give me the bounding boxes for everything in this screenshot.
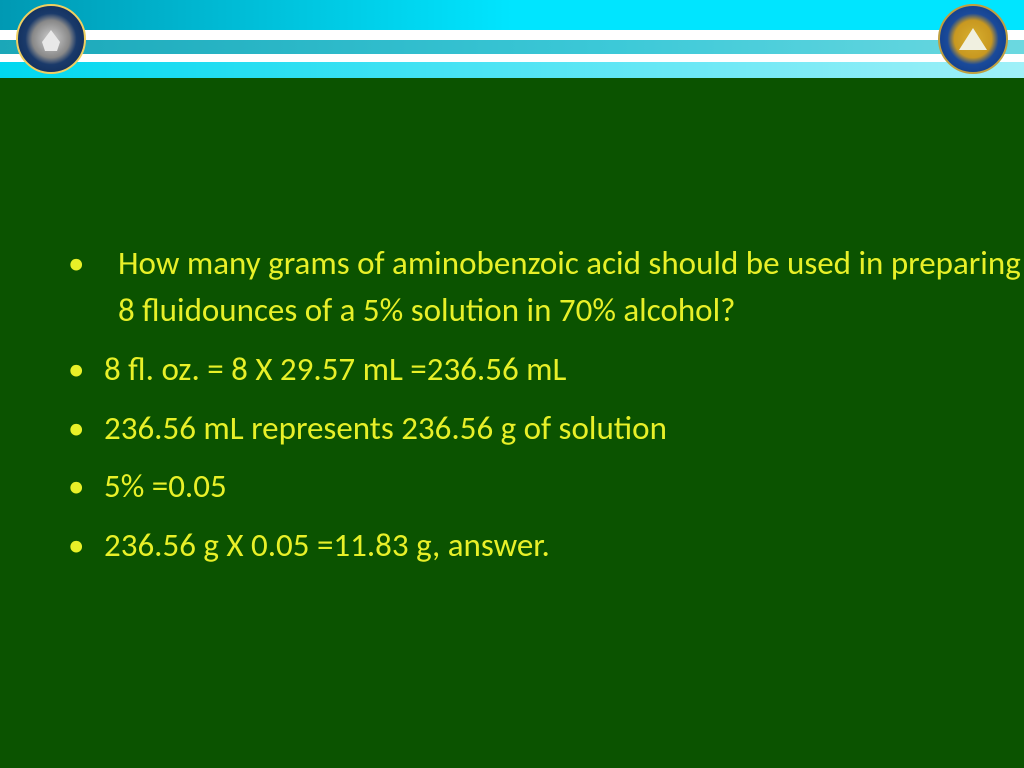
bullet-item: 8 fl. oz. = 8 X 29.57 mL =236.56 mL bbox=[60, 346, 1024, 393]
bullet-item: 236.56 g X 0.05 =11.83 g, answer. bbox=[60, 522, 1024, 569]
header-stripe-mid bbox=[0, 40, 1024, 54]
logo-left-seal-icon bbox=[16, 4, 86, 74]
bullet-item: 5% =0.05 bbox=[60, 463, 1024, 510]
bullet-item: 236.56 mL represents 236.56 g of solutio… bbox=[60, 405, 1024, 452]
header-stripe-bottom bbox=[0, 62, 1024, 78]
header-band bbox=[0, 0, 1024, 78]
slide: How many grams of aminobenzoic acid shou… bbox=[0, 0, 1024, 768]
header-stripe-top bbox=[0, 0, 1024, 30]
header-stripe-white-2 bbox=[0, 54, 1024, 62]
bullet-list: How many grams of aminobenzoic acid shou… bbox=[60, 240, 1024, 569]
header-stripe-white-1 bbox=[0, 30, 1024, 40]
bullet-item: How many grams of aminobenzoic acid shou… bbox=[60, 240, 1024, 334]
slide-content: How many grams of aminobenzoic acid shou… bbox=[60, 240, 1024, 581]
logo-right-seal-icon bbox=[938, 4, 1008, 74]
